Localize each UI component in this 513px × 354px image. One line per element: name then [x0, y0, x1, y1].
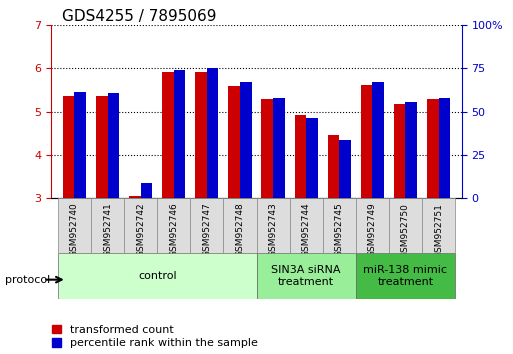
Bar [162, 72, 174, 198]
Bar [262, 99, 273, 198]
Legend: transformed count, percentile rank within the sample: transformed count, percentile rank withi… [52, 325, 258, 348]
Bar [228, 86, 240, 198]
Bar [195, 72, 207, 198]
Bar [328, 135, 339, 198]
Text: GDS4255 / 7895069: GDS4255 / 7895069 [62, 9, 216, 24]
Text: GSM952748: GSM952748 [235, 202, 245, 257]
FancyBboxPatch shape [190, 198, 223, 253]
FancyBboxPatch shape [58, 253, 256, 299]
Text: GSM952746: GSM952746 [169, 202, 178, 257]
Bar [74, 92, 86, 198]
Bar [63, 96, 74, 198]
Bar [273, 98, 285, 198]
Bar [207, 68, 219, 198]
FancyBboxPatch shape [157, 198, 190, 253]
Text: GSM952743: GSM952743 [268, 202, 278, 257]
Text: SIN3A siRNA
treatment: SIN3A siRNA treatment [271, 265, 341, 287]
Text: GSM952740: GSM952740 [70, 202, 79, 257]
Text: GSM952741: GSM952741 [103, 202, 112, 257]
Bar [141, 183, 152, 198]
Bar [339, 140, 351, 198]
Text: GSM952750: GSM952750 [401, 202, 410, 257]
FancyBboxPatch shape [356, 198, 389, 253]
Bar [427, 99, 439, 198]
Text: control: control [138, 271, 176, 281]
Bar [240, 82, 251, 198]
Text: protocol: protocol [5, 275, 50, 285]
Bar [394, 104, 405, 198]
FancyBboxPatch shape [290, 198, 323, 253]
FancyBboxPatch shape [91, 198, 124, 253]
Bar [405, 102, 417, 198]
Bar [439, 98, 450, 198]
FancyBboxPatch shape [256, 198, 290, 253]
FancyBboxPatch shape [223, 198, 256, 253]
Text: GSM952744: GSM952744 [302, 202, 311, 257]
Text: GSM952742: GSM952742 [136, 202, 145, 257]
Text: GSM952745: GSM952745 [335, 202, 344, 257]
Bar [174, 70, 185, 198]
FancyBboxPatch shape [389, 198, 422, 253]
Bar [96, 96, 108, 198]
Text: GSM952749: GSM952749 [368, 202, 377, 257]
FancyBboxPatch shape [58, 198, 91, 253]
Bar [294, 115, 306, 198]
Bar [372, 82, 384, 198]
Bar [129, 196, 141, 198]
FancyBboxPatch shape [422, 198, 455, 253]
FancyBboxPatch shape [323, 198, 356, 253]
FancyBboxPatch shape [356, 253, 455, 299]
FancyBboxPatch shape [124, 198, 157, 253]
Bar [108, 93, 119, 198]
Text: miR-138 mimic
treatment: miR-138 mimic treatment [363, 265, 447, 287]
Text: GSM952747: GSM952747 [202, 202, 211, 257]
Text: GSM952751: GSM952751 [434, 202, 443, 257]
FancyBboxPatch shape [256, 253, 356, 299]
Bar [306, 118, 318, 198]
Bar [361, 86, 372, 198]
